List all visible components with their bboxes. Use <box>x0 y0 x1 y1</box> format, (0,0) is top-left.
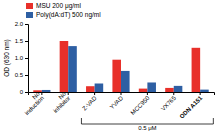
bar <box>192 48 201 92</box>
bars <box>33 41 208 92</box>
tick: 1.0 <box>15 55 28 61</box>
tick-label: 1.0 <box>15 55 24 61</box>
axis-line <box>29 93 215 96</box>
annotation-label: 0.5 μM <box>138 125 156 131</box>
tick: VX765 <box>160 92 177 112</box>
tick: MCC950 <box>130 92 151 116</box>
bar <box>174 86 183 92</box>
axis-line <box>25 25 29 93</box>
tick-label: 0 <box>20 89 24 95</box>
tick-mark <box>173 92 174 95</box>
tick-mark <box>200 92 201 95</box>
tick: 0 <box>20 89 28 95</box>
bar <box>121 71 130 92</box>
bar <box>86 86 95 92</box>
tick-mark <box>25 58 28 59</box>
bar-series <box>33 41 200 92</box>
tick: 1.5 <box>15 38 28 44</box>
annotation: 0.5 μM <box>81 118 213 131</box>
tick-mark <box>68 92 69 95</box>
bracket <box>81 118 213 124</box>
legend-label: Poly(dA:dT) 500 ng/ml <box>36 11 101 19</box>
legend-swatch <box>26 12 33 18</box>
tick-label: Noinduction <box>20 90 46 116</box>
tick-mark <box>25 24 28 25</box>
y-axis-label: OD (630 nm) <box>3 39 11 77</box>
bar <box>139 89 148 92</box>
tick-label: Z-VAD <box>81 94 98 111</box>
x-axis: NoinductionNoinhibitor Z-VAD YVAD MCC950 VX7… <box>20 90 215 120</box>
bar <box>60 41 69 92</box>
tick: 2.0 <box>15 21 28 27</box>
bar <box>68 46 77 92</box>
bar <box>42 90 51 92</box>
bar <box>200 90 209 92</box>
y-axis: 0 0.5 1.0 1.5 2.0 <box>15 21 29 95</box>
tick-mark <box>41 92 42 95</box>
legend-entry: Poly(dA:dT) 500 ng/ml <box>26 11 101 19</box>
tick-label: 1.5 <box>15 38 24 44</box>
bar <box>147 82 156 92</box>
legend-swatch <box>26 3 33 9</box>
legend-label: MSU 200 μg/ml <box>36 2 81 10</box>
tick-mark <box>25 75 28 76</box>
tick-mark <box>121 92 122 95</box>
tick: YVAD <box>109 92 125 110</box>
tick-mark <box>25 41 28 42</box>
tick: Noinhibitor <box>48 90 72 114</box>
tick-label: Noinhibitor <box>48 90 72 114</box>
bar <box>112 60 121 92</box>
tick-mark <box>147 92 148 95</box>
tick: Noinduction <box>20 90 46 116</box>
tick-mark <box>94 92 95 95</box>
tick-mark <box>25 92 28 93</box>
bar <box>95 84 104 93</box>
bar <box>165 88 174 92</box>
tick-label: MCC950 <box>130 94 151 115</box>
chart: 0 0.5 1.0 1.5 2.0 NoinductionNoinhibitor Z-VAD… <box>0 0 220 136</box>
tick: Z-VAD <box>81 92 98 112</box>
tick: ODN A151 <box>179 92 204 120</box>
tick-label: VX765 <box>160 94 177 111</box>
tick-label: 2.0 <box>15 21 24 27</box>
tick-label: 0.5 <box>15 72 24 78</box>
bar-series <box>42 46 209 92</box>
tick-label: YVAD <box>109 94 125 110</box>
legend-entry: MSU 200 μg/ml <box>26 2 81 10</box>
tick: 0.5 <box>15 72 28 78</box>
legend: MSU 200 μg/mlPoly(dA:dT) 500 ng/ml <box>26 2 101 19</box>
tick-label: ODN A151 <box>179 94 204 119</box>
